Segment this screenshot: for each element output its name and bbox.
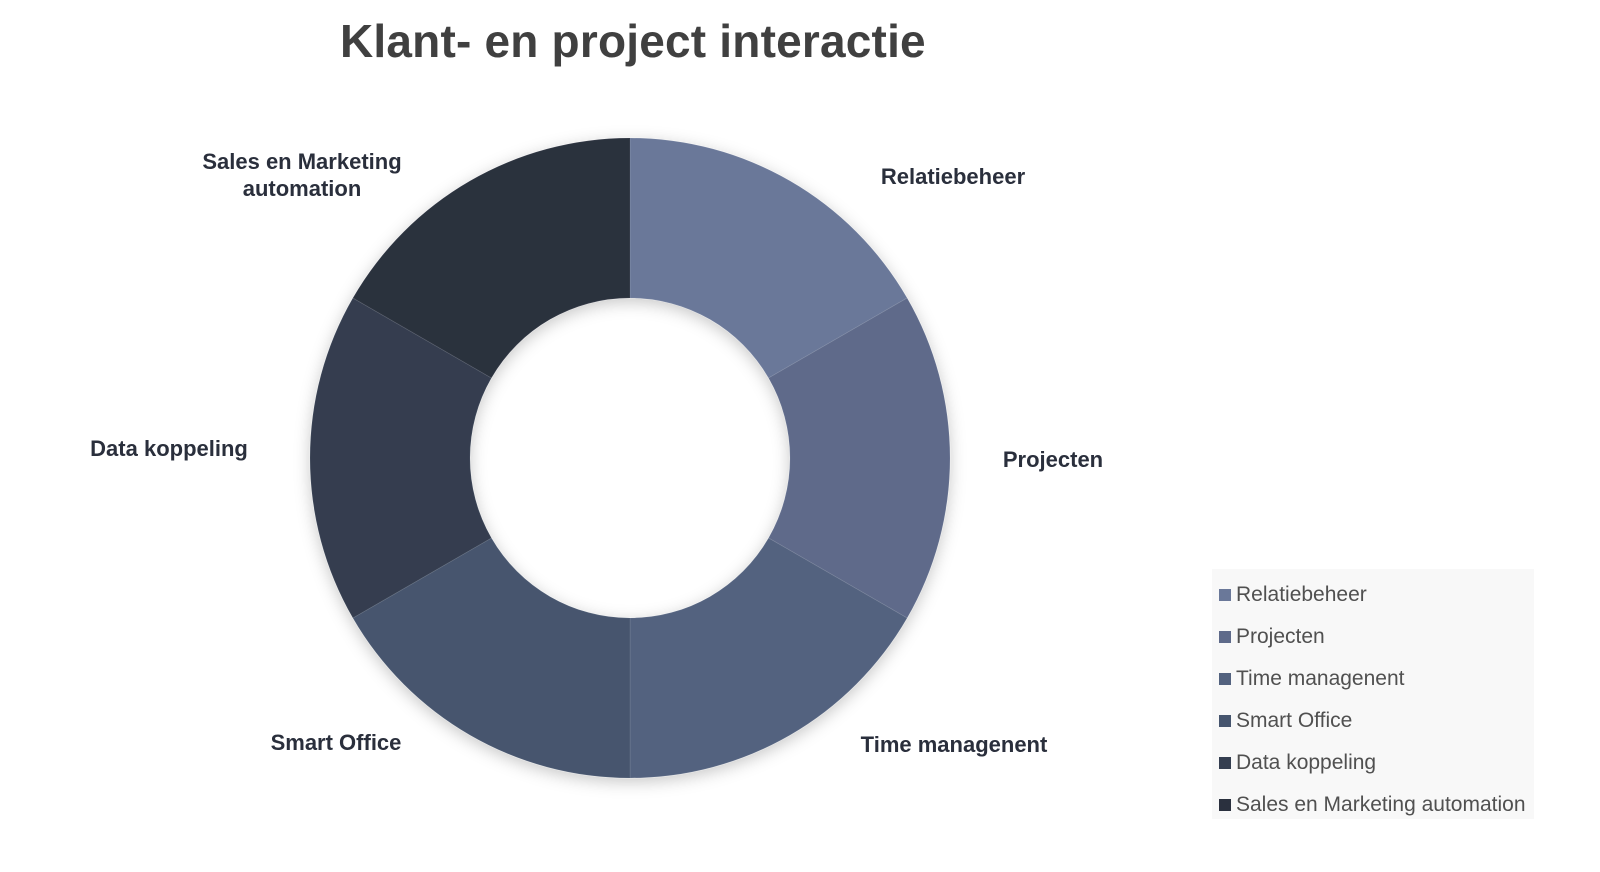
legend-item: Data koppeling <box>1212 742 1534 784</box>
data-label-sales-en-marketing-automation: Sales en Marketing automation <box>202 149 401 201</box>
legend-item: Relatiebeheer <box>1212 574 1534 616</box>
legend-swatch <box>1219 799 1231 811</box>
legend-label: Data koppeling <box>1236 751 1377 774</box>
data-label-projecten: Projecten <box>1003 447 1103 472</box>
legend-label: Sales en Marketing automation <box>1236 793 1526 816</box>
chart-title: Klant- en project interactie <box>340 15 926 67</box>
data-label-data-koppeling: Data koppeling <box>90 436 248 461</box>
legend-label: Time managenent <box>1236 667 1405 690</box>
legend-label: Projecten <box>1236 625 1325 648</box>
legend-label: Smart Office <box>1236 709 1353 732</box>
donut-slice-time-managenent <box>629 537 908 779</box>
legend-swatch <box>1219 715 1231 727</box>
data-label-time-managenent: Time managenent <box>861 732 1048 757</box>
legend-label: Relatiebeheer <box>1236 583 1367 606</box>
slice-labels: Relatiebeheer Projecten Time managenent Sma… <box>90 149 1103 757</box>
legend-swatch <box>1219 673 1231 685</box>
donut-slice-projecten <box>767 297 951 619</box>
data-label-relatiebeheer: Relatiebeheer <box>881 164 1026 189</box>
chart-legend: Relatiebeheer Projecten Time managenent Sma… <box>1212 569 1534 819</box>
legend-item: Smart Office <box>1212 700 1534 742</box>
legend-swatch <box>1219 631 1231 643</box>
donut-slice-sales-en-marketing-automation <box>352 137 631 379</box>
donut-slice-smart-office <box>352 537 631 779</box>
legend-item: Sales en Marketing automation <box>1212 784 1534 826</box>
donut-slice-relatiebeheer <box>629 137 908 379</box>
legend-item: Projecten <box>1212 616 1534 658</box>
donut-slices <box>309 137 951 779</box>
legend-item: Time managenent <box>1212 658 1534 700</box>
legend-swatch <box>1219 589 1231 601</box>
legend-swatch <box>1219 757 1231 769</box>
donut-slice-data-koppeling <box>309 297 493 619</box>
data-label-smart-office: Smart Office <box>271 730 402 755</box>
